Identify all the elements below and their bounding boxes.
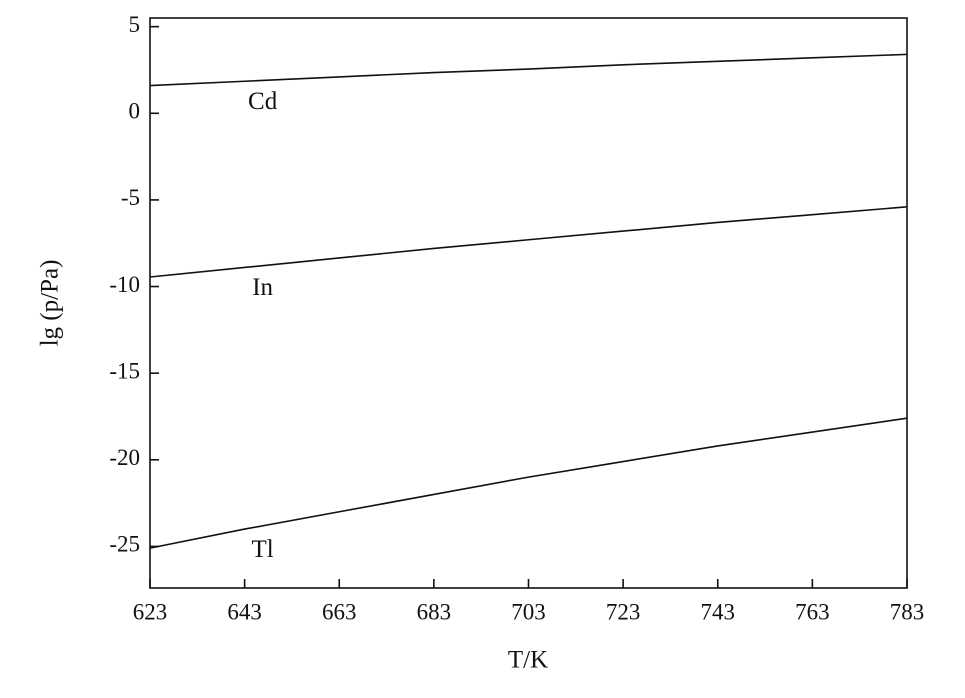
- x-tick-label: 643: [227, 599, 262, 624]
- y-tick-label: -20: [109, 445, 140, 470]
- series-line: [149, 53, 908, 87]
- x-axis-label: T/K: [508, 647, 548, 674]
- series-line: [149, 417, 908, 549]
- y-tick-label: -25: [109, 532, 140, 557]
- y-tick-label: 0: [129, 99, 141, 124]
- series-label: Cd: [248, 88, 278, 115]
- x-tick-label: 723: [606, 599, 641, 624]
- x-tick-label: 743: [701, 599, 736, 624]
- x-tick-label: 763: [795, 599, 830, 624]
- x-tick-label: 663: [322, 599, 357, 624]
- y-axis-label: lg (p/Pa): [37, 260, 64, 347]
- y-tick-label: -10: [109, 272, 140, 297]
- series-label: In: [252, 274, 273, 301]
- y-tick-label: -5: [121, 185, 140, 210]
- x-tick-label: 703: [511, 599, 546, 624]
- x-tick-label: 783: [890, 599, 925, 624]
- x-tick-label: 623: [133, 599, 168, 624]
- y-tick-label: -15: [109, 358, 140, 383]
- series-line: [149, 206, 908, 278]
- y-tick-label: 5: [129, 12, 141, 37]
- x-tick-label: 683: [417, 599, 452, 624]
- series-label: Tl: [252, 536, 274, 563]
